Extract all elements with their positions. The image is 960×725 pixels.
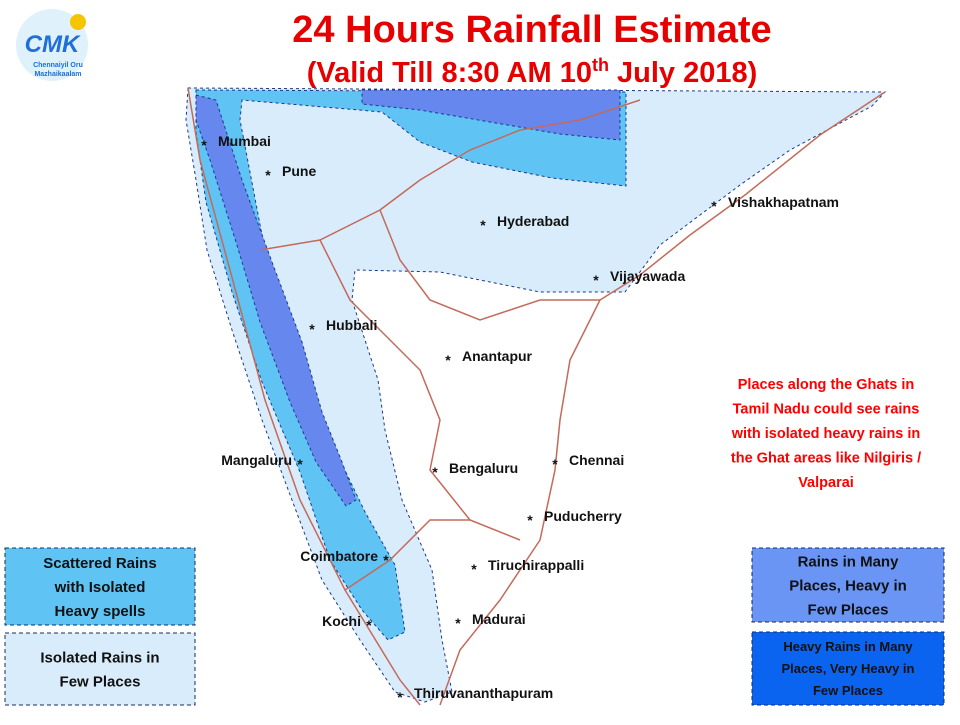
city-marker: *: [552, 456, 558, 472]
legend: Scattered Rains with Isolated Heavy spells…: [4, 547, 945, 706]
many-places-region: [361, 89, 621, 141]
city-label: Hyderabad: [497, 213, 569, 229]
city-marker: *: [445, 352, 451, 368]
city-label: Kochi: [322, 613, 361, 629]
city-label: Pune: [282, 163, 316, 179]
subtitle-sup: th: [592, 55, 609, 75]
city-label: Coimbatore: [300, 548, 378, 564]
city-marker: *: [383, 552, 389, 568]
note-line: the Ghat areas like Nilgiris /: [731, 451, 921, 467]
city-label: Mangaluru: [221, 452, 292, 468]
city-label: Vijayawada: [610, 268, 685, 284]
city-label: Madurai: [472, 611, 526, 627]
title: 24 Hours Rainfall Estimate: [292, 9, 771, 51]
city-marker: *: [527, 512, 533, 528]
note: Places along the Ghats in Tamil Nadu coul…: [731, 377, 921, 491]
boundaries: [187, 87, 886, 706]
city-marker: *: [432, 464, 438, 480]
subtitle-part: July 2018): [609, 57, 757, 89]
city-marker: *: [397, 689, 403, 705]
subtitle: (Valid Till 8:30 AM 10th July 2018): [307, 55, 758, 89]
city-label: Thiruvananthapuram: [414, 685, 553, 701]
city-label: Hubbali: [326, 317, 377, 333]
city-marker: *: [455, 615, 461, 631]
legend-line: Few Places: [813, 683, 883, 698]
legend-line: Places, Heavy in: [789, 577, 907, 594]
legend-line: Isolated Rains in: [40, 649, 159, 666]
legend-line: Rains in Many: [798, 553, 900, 570]
city-marker: *: [366, 617, 372, 633]
city-label: Mumbai: [218, 133, 271, 149]
city-label: Tiruchirappalli: [488, 557, 584, 573]
city-marker: *: [711, 198, 717, 214]
note-line: Tamil Nadu could see rains: [733, 402, 920, 418]
city-marker: *: [201, 137, 207, 153]
city-label: Puducherry: [544, 508, 622, 524]
logo-sun: [70, 14, 86, 30]
city-marker: *: [265, 167, 271, 183]
ghats-region: [195, 94, 357, 507]
legend-line: Heavy Rains in Many: [783, 639, 913, 654]
note-line: with isolated heavy rains in: [731, 426, 921, 442]
logo: CMK Chennaiyil Oru Mazhaikaalam: [16, 9, 88, 81]
cities: * Mumbai * Pune * Hyderabad * Vishakhapatnam * Vi…: [201, 133, 839, 705]
legend-box: [751, 631, 945, 706]
logo-badge: [16, 9, 88, 81]
legend-box: [4, 547, 196, 626]
legend-line: Heavy spells: [55, 603, 146, 620]
city-label: Bengaluru: [449, 460, 518, 476]
city-marker: *: [593, 272, 599, 288]
legend-line: Scattered Rains: [43, 555, 156, 572]
logo-text: CMK: [25, 31, 81, 58]
city-marker: *: [309, 321, 315, 337]
legend-line: with Isolated: [54, 579, 146, 596]
logo-tagline: Mazhaikaalam: [34, 71, 81, 78]
city-label: Vishakhapatnam: [728, 194, 839, 210]
city-marker: *: [471, 561, 477, 577]
legend-line: Few Places: [808, 601, 889, 618]
legend-line: Places, Very Heavy in: [782, 661, 915, 676]
note-line: Places along the Ghats in: [738, 377, 914, 393]
logo-tagline: Chennaiyil Oru: [33, 62, 83, 69]
note-line: Valparai: [798, 475, 854, 491]
city-marker: *: [480, 217, 486, 233]
legend-line: Few Places: [60, 673, 141, 690]
city-label: Anantapur: [462, 348, 533, 364]
city-label: Chennai: [569, 452, 624, 468]
legend-box: [751, 547, 945, 623]
subtitle-part: (Valid Till 8:30 AM 10: [307, 57, 592, 89]
legend-box: [4, 632, 196, 706]
city-marker: *: [297, 456, 303, 472]
